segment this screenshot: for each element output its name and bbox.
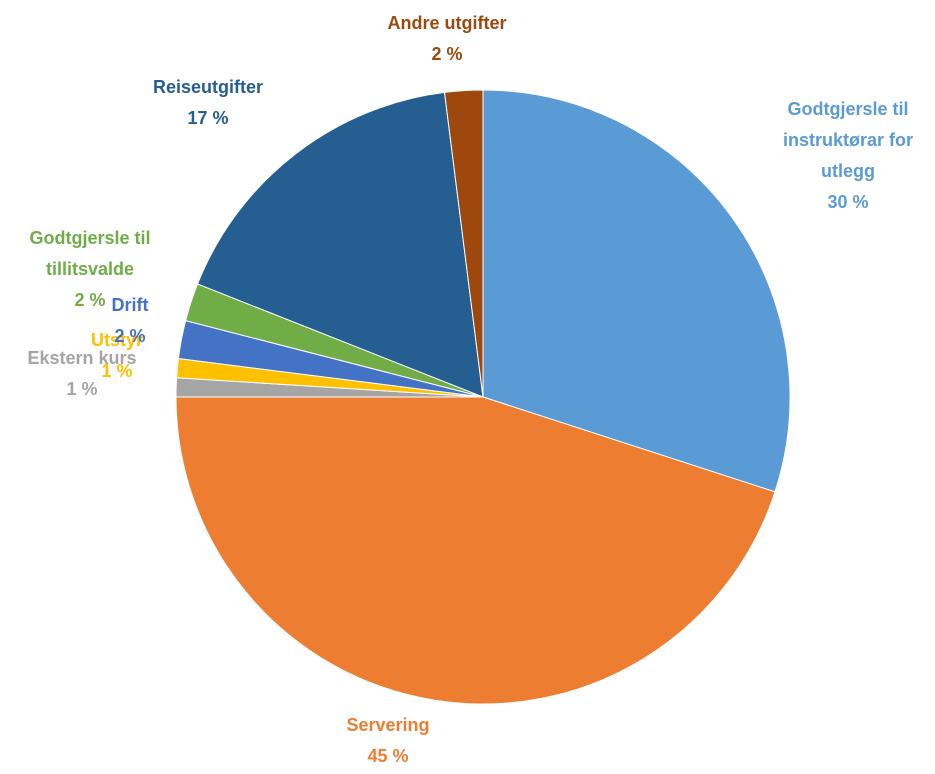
slice-value-label: 17 %	[187, 108, 228, 128]
pie-slice	[175, 396, 776, 705]
slice-label: Andre utgifter 2 %	[388, 13, 507, 64]
slice-value-label: 30 %	[827, 192, 868, 212]
slice-label: Godtgjersle til instruktørar for utlegg 30 …	[783, 99, 913, 212]
pie-slice	[482, 89, 791, 493]
slice-value-label: 1 %	[66, 379, 97, 399]
pie-slice	[196, 91, 484, 398]
slice-label: Godtgjersle til tillitsvalde 2 %	[29, 228, 150, 310]
slice-name-label: Godtgjersle til	[787, 99, 908, 119]
slice-name-label: Reiseutgifter	[153, 77, 263, 97]
slice-name-label: Servering	[346, 715, 429, 735]
slice-value-label: 2 %	[431, 44, 462, 64]
data-labels: Godtgjersle til instruktørar for utlegg 30 …	[27, 13, 913, 766]
slice-label: Utstyr 1 %	[91, 330, 143, 381]
slice-label: Drift 2 %	[112, 295, 149, 346]
slice-name-label: utlegg	[821, 161, 875, 181]
slice-value-label: 2 %	[114, 326, 145, 346]
slice-name-label: Ekstern kurs	[27, 348, 136, 368]
slice-name-label: Andre utgifter	[388, 13, 507, 33]
pie-slices	[175, 89, 791, 705]
slice-label: Servering 45 %	[346, 715, 429, 766]
slice-name-label: Godtgjersle til	[29, 228, 150, 248]
slice-value-label: 45 %	[367, 746, 408, 766]
slice-name-label: Drift	[112, 295, 149, 315]
slice-value-label: 2 %	[74, 290, 105, 310]
slice-name-label: Utstyr	[91, 330, 143, 350]
slice-name-label: instruktørar for	[783, 130, 913, 150]
pie-slice	[443, 89, 484, 398]
slice-label: Reiseutgifter 17 %	[153, 77, 263, 128]
slice-name-label: tillitsvalde	[46, 259, 134, 279]
slice-value-label: 1 %	[101, 361, 132, 381]
slice-label: Ekstern kurs 1 %	[27, 348, 136, 399]
